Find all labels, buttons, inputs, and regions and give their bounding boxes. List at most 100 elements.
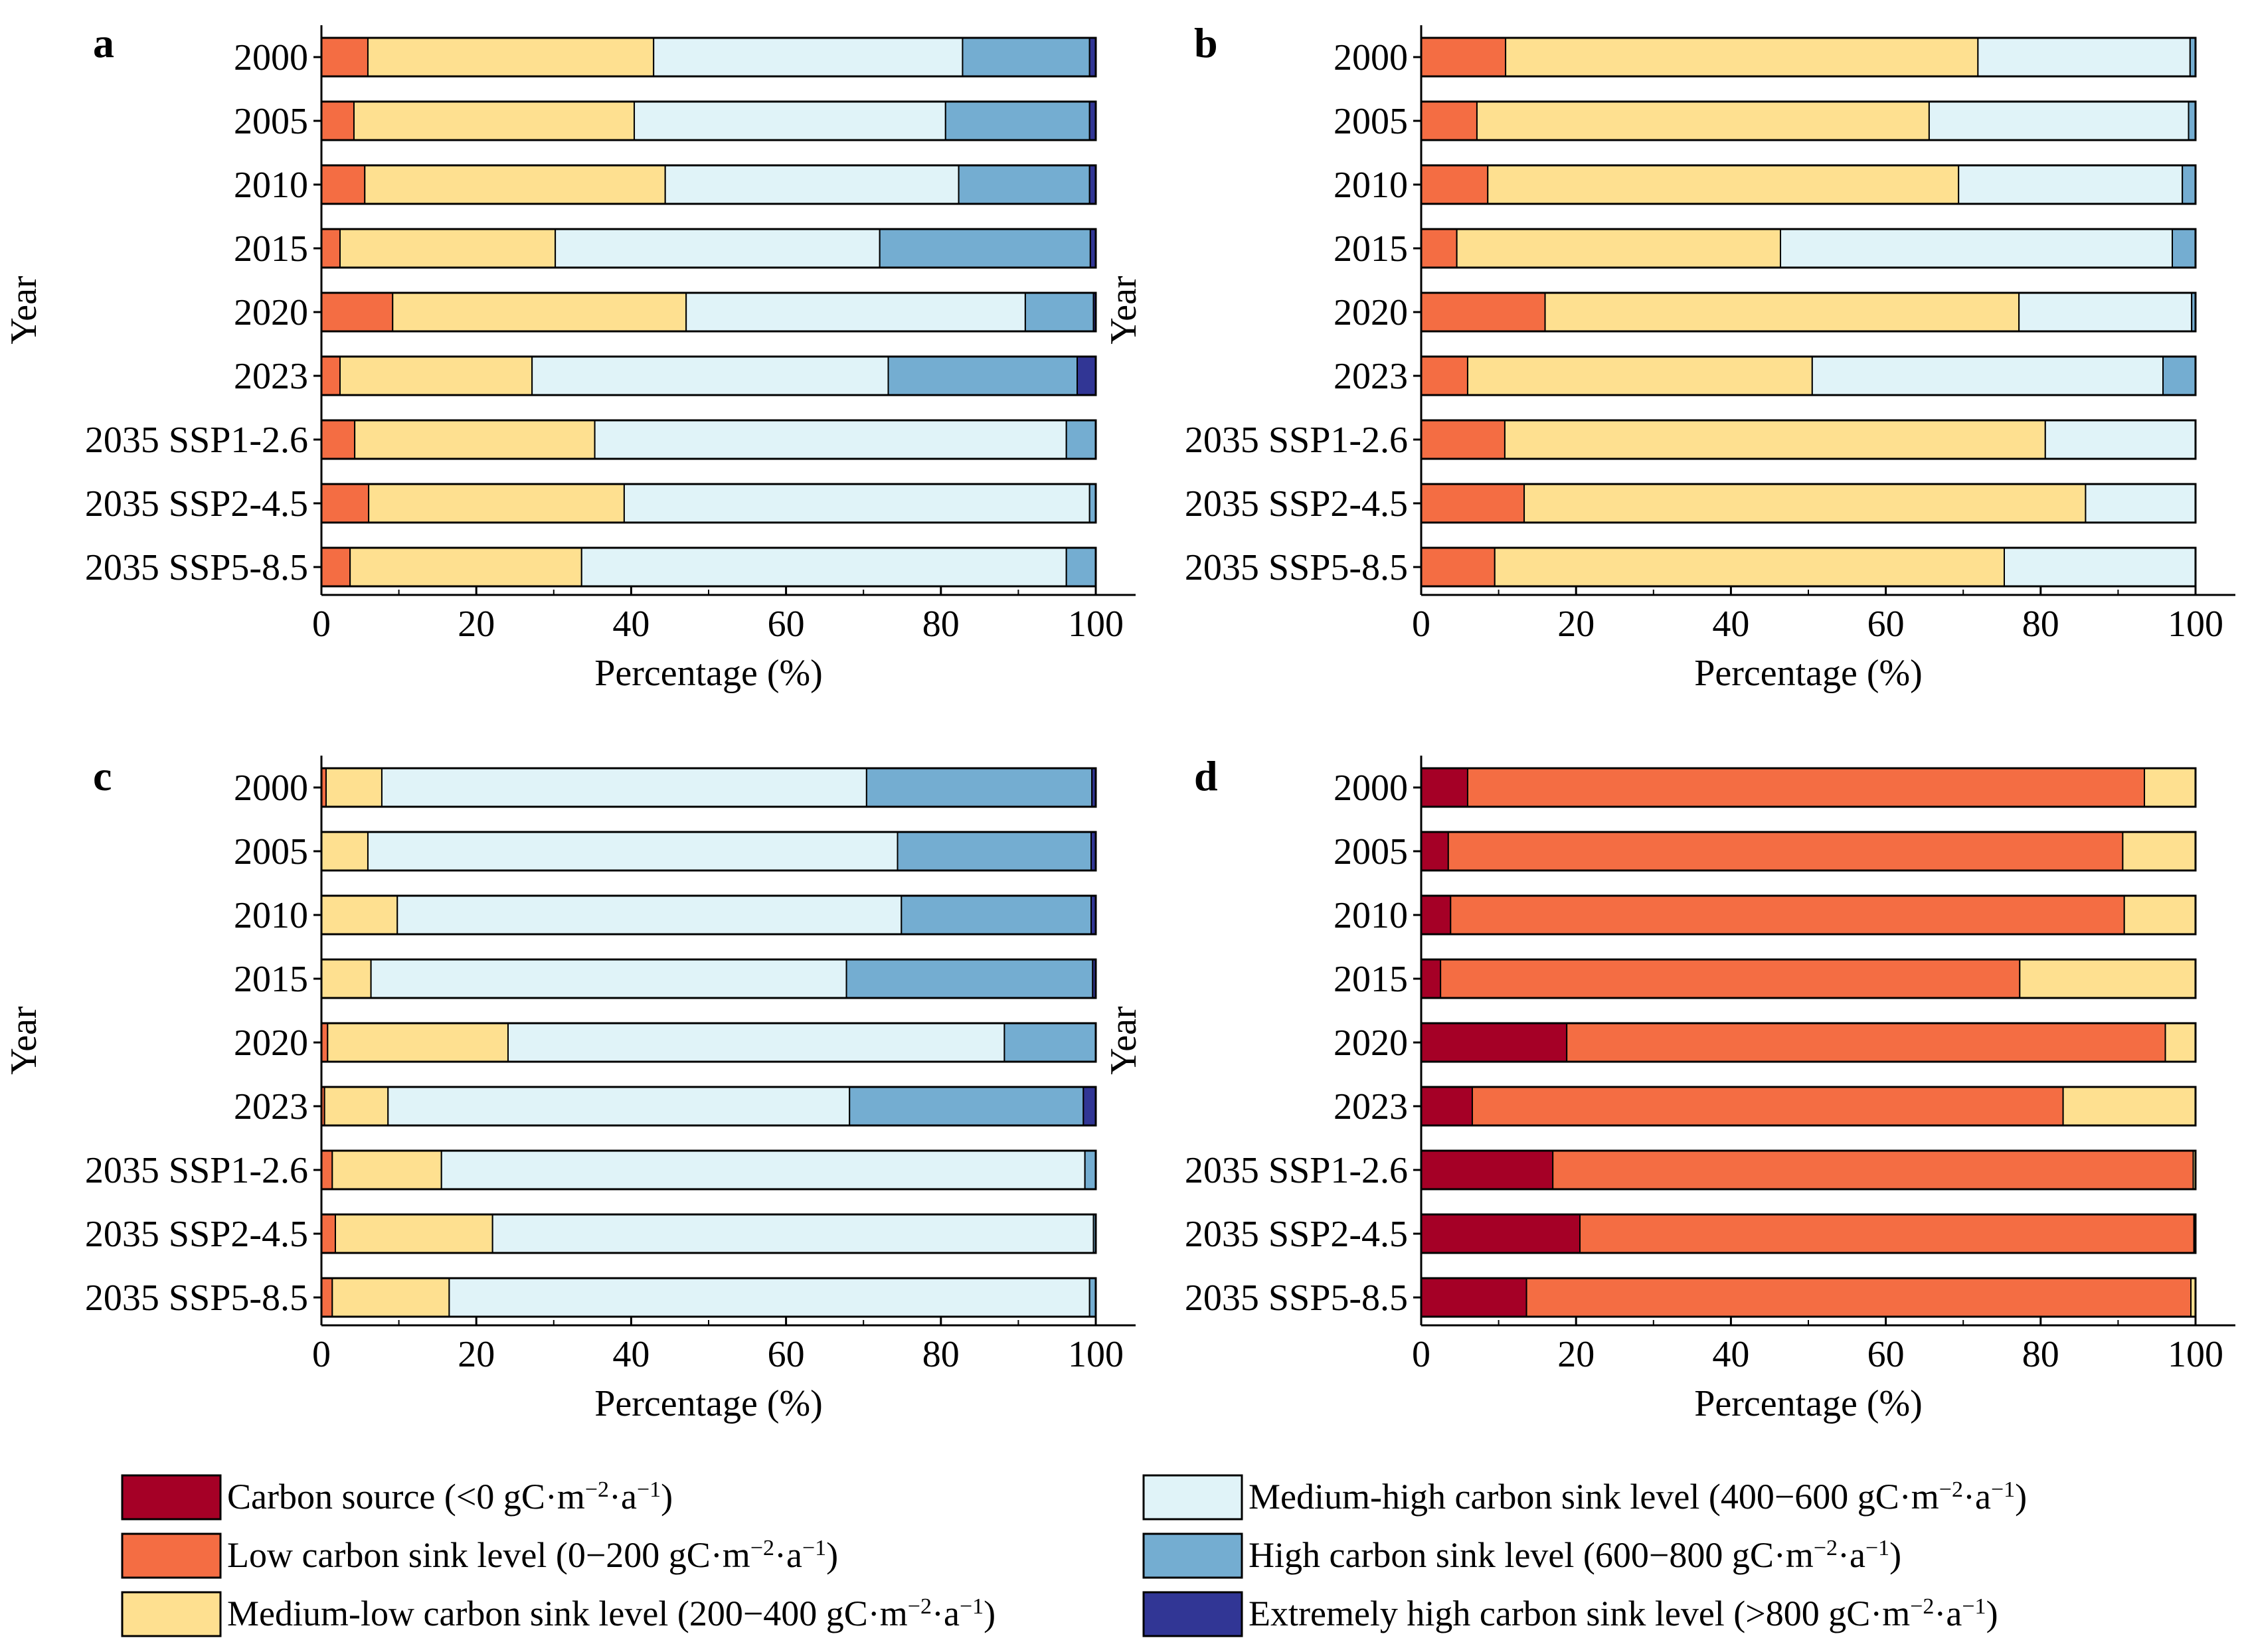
- bar-row: [320, 100, 1097, 141]
- bar-segment-medlow: [2164, 1023, 2196, 1062]
- legend-label: Medium-high carbon sink level (400−600 g…: [1249, 1477, 2027, 1517]
- bar-segment-low: [321, 420, 356, 459]
- y-axis-title: Year: [1103, 1006, 1144, 1075]
- y-tick-label: 2020: [1334, 292, 1408, 333]
- bar-segment-medhigh: [387, 1086, 851, 1126]
- y-tick-label: 2035 SSP5-8.5: [85, 547, 308, 588]
- x-tick-label: 20: [458, 1334, 495, 1375]
- y-tick-label: 2035 SSP1-2.6: [85, 1150, 308, 1191]
- x-tick-label: 20: [458, 604, 495, 645]
- bar-segment-low: [321, 228, 341, 268]
- bar-segment-low: [321, 547, 351, 587]
- bar-segment-medhigh: [440, 1150, 1086, 1190]
- bar-row: [320, 291, 1097, 333]
- y-tick-label: 2023: [1334, 1086, 1408, 1127]
- y-tick-label: 2000: [1334, 37, 1408, 78]
- x-tick-label: 60: [1867, 604, 1905, 645]
- bar-segment-source: [1421, 895, 1452, 935]
- y-tick-label: 2035 SSP1-2.6: [85, 420, 308, 461]
- bar-row: [320, 546, 1097, 588]
- bar-segment-medlow: [354, 420, 596, 459]
- bar-segment-medhigh: [1928, 101, 2190, 141]
- bar-segment-medlow: [1504, 420, 2046, 459]
- bar-segment-medhigh: [1958, 165, 2184, 205]
- bar-row: [320, 164, 1097, 205]
- y-tick-label: 2000: [234, 768, 308, 809]
- bar-segment-medlow: [339, 228, 557, 268]
- bar-segment-source: [1421, 1086, 1473, 1126]
- legend-swatch: [121, 1591, 222, 1637]
- bar-segment-medlow: [1456, 228, 1782, 268]
- x-axis-title: Percentage (%): [1694, 1383, 1923, 1424]
- y-tick-label: 2035 SSP1-2.6: [1185, 1150, 1408, 1191]
- bar-segment-medlow: [2144, 768, 2196, 807]
- y-tick-label: 2005: [234, 101, 308, 142]
- bar-segment-medlow: [321, 959, 372, 999]
- panel-letter: d: [1194, 752, 1218, 799]
- bar-segment-medlow: [331, 1278, 450, 1317]
- bar-segment-medhigh: [2044, 420, 2196, 459]
- bar-segment-medhigh: [2018, 292, 2193, 332]
- bar-segment-medlow: [1494, 547, 2005, 587]
- bar-segment-low: [1421, 356, 1468, 396]
- x-tick-label: 0: [312, 604, 331, 645]
- x-axis-title: Percentage (%): [594, 1383, 823, 1424]
- y-tick-label: 2020: [1334, 1023, 1408, 1064]
- panel-letter: c: [93, 752, 112, 799]
- y-tick-label: 2020: [234, 292, 308, 333]
- bar-segment-medhigh: [448, 1278, 1090, 1317]
- bar-row: [320, 355, 1097, 396]
- bar-segment-medhigh: [1977, 37, 2191, 77]
- y-tick-label: 2015: [1334, 228, 1408, 270]
- bar-segment-medlow: [323, 1086, 389, 1126]
- bar-segment-medhigh: [685, 292, 1026, 332]
- x-tick-label: 20: [1557, 1334, 1595, 1375]
- bar-segment-low: [1421, 483, 1525, 523]
- panel-d: d 2000 2005 2010 2015 2020 2023 2035 SSP1-2.6 20…: [1103, 752, 2235, 1424]
- x-tick-label: 80: [2022, 604, 2059, 645]
- bar-segment-source: [1421, 768, 1468, 807]
- bar-segment-high: [2188, 101, 2197, 141]
- y-axis-title: Year: [3, 1006, 44, 1075]
- bar-segment-high: [944, 101, 1090, 141]
- x-axis-title: Percentage (%): [594, 653, 823, 694]
- legend-swatch: [1142, 1474, 1243, 1521]
- x-tick-label: 40: [1712, 1334, 1749, 1375]
- y-tick-label: 2035 SSP5-8.5: [1185, 1278, 1408, 1319]
- x-tick-label: 0: [312, 1334, 331, 1375]
- bar-segment-medhigh: [653, 37, 964, 77]
- bar-segment-medlow: [2122, 831, 2196, 871]
- legend-item-extreme: Extremely high carbon sink level (>800 g…: [1142, 1591, 1998, 1637]
- bar-segment-source: [1421, 1150, 1554, 1190]
- y-tick-label: 2035 SSP2-4.5: [85, 483, 308, 525]
- y-tick-label: 2005: [1334, 101, 1408, 142]
- bar-row: [320, 37, 1097, 78]
- panel-letter: b: [1194, 19, 1218, 66]
- bar-segment-high: [849, 1086, 1084, 1126]
- bar-segment-low: [1450, 895, 2125, 935]
- bar-segment-low: [1421, 547, 1496, 587]
- legend-label: High carbon sink level (600−800 gC·m−2·a…: [1249, 1535, 1901, 1575]
- bar-segment-low: [1471, 1086, 2064, 1126]
- bar-segment-medhigh: [367, 831, 899, 871]
- bar-row: [1420, 355, 2197, 396]
- bar-segment-low: [1552, 1150, 2194, 1190]
- bar-segment-high: [887, 356, 1079, 396]
- legend-item-medlow: Medium-low carbon sink level (200−400 gC…: [121, 1591, 995, 1637]
- bar-segment-high: [897, 831, 1092, 871]
- bar-segment-medlow: [339, 356, 533, 396]
- bar-row: [1420, 100, 2197, 141]
- bar-segment-low: [321, 101, 355, 141]
- panel-letter: a: [93, 19, 114, 66]
- bar-segment-medlow: [1476, 101, 1930, 141]
- bar-segment-low: [321, 37, 369, 77]
- bar-segment-low: [321, 165, 366, 205]
- bar-segment-low: [1579, 1214, 2195, 1254]
- y-tick-label: 2035 SSP2-4.5: [1185, 1214, 1408, 1255]
- bar-segment-medhigh: [634, 101, 946, 141]
- bar-segment-low: [1466, 768, 2146, 807]
- bar-segment-medlow: [325, 768, 383, 807]
- x-tick-label: 0: [1412, 1334, 1430, 1375]
- bar-segment-low: [321, 292, 394, 332]
